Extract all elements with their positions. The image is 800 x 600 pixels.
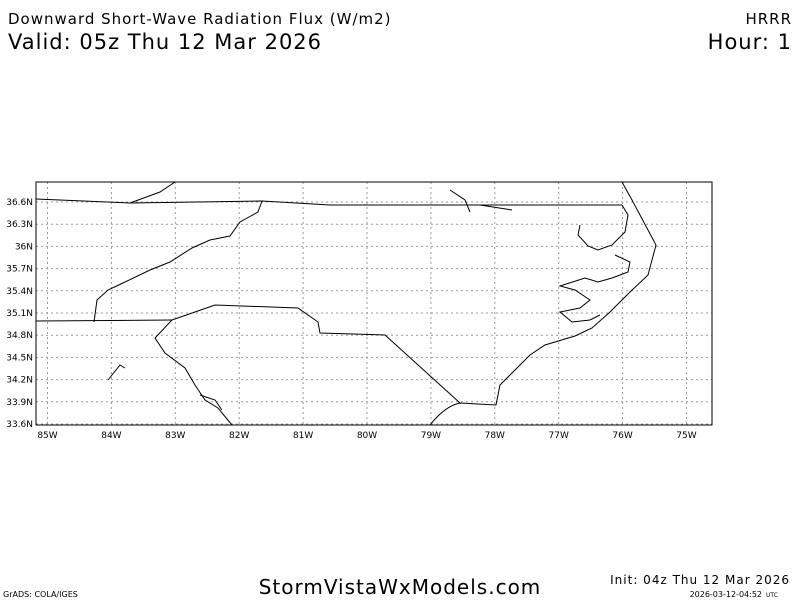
state-border (171, 304, 461, 404)
lon-label: 81W (293, 431, 313, 441)
init-time: Init: 04z Thu 12 Mar 2026 (610, 573, 790, 587)
lat-label: 35.7N (6, 265, 33, 275)
valid-time: Valid: 05z Thu 12 Mar 2026 (8, 30, 322, 54)
lat-label: 34.2N (6, 376, 33, 386)
lat-label: 35.1N (6, 309, 33, 319)
lon-label: 84W (101, 431, 121, 441)
lat-label: 33.9N (6, 398, 33, 408)
lat-label: 34.8N (6, 331, 33, 341)
coastline (429, 181, 657, 426)
model: HRRR (745, 10, 792, 28)
lat-label: 33.6N (6, 420, 33, 430)
grads-credit: GrADS: COLA/IGES (3, 590, 78, 599)
lon-label: 76W (612, 431, 632, 441)
lat-label: 36.6N (6, 198, 33, 208)
lat-label: 36N (15, 242, 33, 252)
lon-label: 85W (37, 431, 57, 441)
utc: UTC (766, 592, 778, 599)
timestamp: 2026-03-12-04:52 (690, 590, 762, 599)
state-border (154, 319, 233, 426)
lon-label: 83W (165, 431, 185, 441)
sound-shore (558, 204, 631, 323)
lat-label: 34.5N (6, 353, 33, 363)
site-name: StormVistaWxModels.com (259, 575, 542, 599)
lon-label: 80W (357, 431, 377, 441)
lon-label: 77W (549, 431, 569, 441)
plot-frame (35, 181, 713, 426)
title: Downward Short-Wave Radiation Flux (W/m2… (8, 10, 392, 28)
forecast-hour: Hour: 1 (708, 30, 792, 54)
state-border (35, 319, 173, 322)
lat-label: 35.4N (6, 287, 33, 297)
lon-label: 82W (229, 431, 249, 441)
lat-label: 36.3N (6, 220, 33, 230)
state-border (129, 181, 176, 204)
grid (36, 182, 712, 425)
state-border (35, 198, 622, 206)
lon-label: 78W (485, 431, 505, 441)
sound-shore (107, 189, 513, 411)
lon-label: 79W (421, 431, 441, 441)
map-outlines (35, 181, 713, 426)
state-border (93, 200, 263, 323)
lon-label: 75W (676, 431, 696, 441)
